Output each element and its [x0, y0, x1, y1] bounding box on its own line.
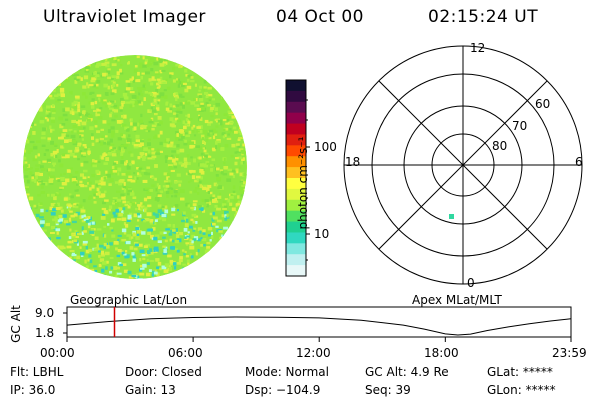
filter-readout: Flt: LBHL — [10, 365, 64, 379]
colorbar-band — [286, 243, 306, 255]
x-tick-label-1200: 12:00 — [296, 346, 331, 360]
x-tick-label-0600: 06:00 — [168, 346, 203, 360]
colorbar-band — [286, 134, 306, 146]
y-tick-label-top: 9.0 — [35, 306, 55, 320]
ip-readout: IP: 36.0 — [10, 383, 56, 397]
date-label: 04 Oct 00 — [276, 7, 364, 27]
gc-alt-readout: GC Alt: 4.9 Re — [365, 365, 449, 379]
colorbar-band — [286, 167, 306, 179]
altitude-curve — [66, 316, 572, 336]
colorbar-band — [286, 254, 306, 266]
geographic-label: Geographic Lat/Lon — [70, 293, 188, 307]
instrument-title: Ultraviolet Imager — [43, 7, 206, 27]
satellite-footprint-marker — [449, 214, 454, 219]
door-readout: Door: Closed — [125, 365, 202, 379]
colorbar-band — [286, 221, 306, 233]
colorbar-band — [286, 265, 306, 277]
mlat-label-70: 70 — [512, 119, 528, 133]
polar-grid — [343, 45, 583, 285]
apex-label: Apex MLat/MLT — [412, 293, 502, 307]
gain-readout: Gain: 13 — [125, 383, 176, 397]
timeline-panel — [63, 306, 572, 342]
mlat-label-80: 80 — [492, 139, 508, 153]
colorbar-band — [286, 199, 306, 212]
colorbar-band — [286, 178, 306, 190]
colorbar-frame — [285, 79, 307, 277]
colorbar-label-10: 10 — [314, 227, 330, 241]
glat-readout: GLat: ***** — [487, 365, 553, 379]
uv-image-disk — [23, 55, 247, 279]
diagonal-line-2 — [378, 80, 548, 250]
colorbar — [285, 79, 310, 277]
time-label: 02:15:24 UT — [428, 7, 539, 27]
mlt-label-6: 6 — [575, 155, 583, 169]
colorbar-band — [286, 145, 306, 157]
colorbar-band — [286, 123, 306, 135]
mlt-label-18: 18 — [345, 155, 361, 169]
x-tick-label-2359: 23:59 — [552, 346, 587, 360]
mlt-label-0: 0 — [467, 276, 475, 290]
y-tick-label-bottom: 1.8 — [35, 326, 55, 340]
glon-readout: GLon: ***** — [487, 383, 556, 397]
colorbar-unit-label: photon cm⁻²s⁻¹ — [296, 136, 310, 230]
colorbar-band — [286, 156, 306, 168]
x-tick-label-1800: 18:00 — [424, 346, 459, 360]
colorbar-band — [286, 80, 306, 92]
dsp-readout: Dsp: −104.9 — [245, 383, 321, 397]
timeline-ylabel: GC Alt — [9, 305, 23, 343]
colorbar-band — [286, 112, 306, 125]
timeline-frame — [66, 306, 572, 338]
colorbar-band — [286, 90, 306, 103]
colorbar-band — [286, 210, 306, 223]
mlt-label-12: 12 — [470, 41, 486, 55]
x-tick-label-0000: 00:00 — [40, 346, 75, 360]
colorbar-label-100: 100 — [314, 140, 337, 154]
colorbar-band — [286, 232, 306, 244]
mlat-label-60: 60 — [535, 97, 551, 111]
colorbar-band — [286, 188, 306, 201]
mode-readout: Mode: Normal — [245, 365, 329, 379]
seq-readout: Seq: 39 — [365, 383, 411, 397]
colorbar-band — [286, 101, 306, 114]
